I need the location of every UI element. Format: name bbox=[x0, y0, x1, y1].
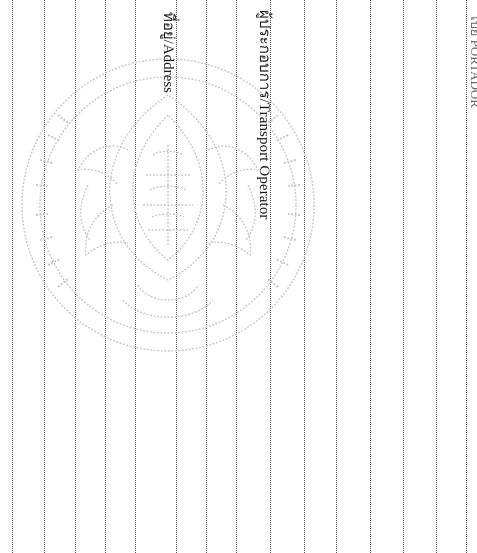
ruled-line bbox=[270, 0, 271, 553]
ruled-line bbox=[44, 0, 45, 553]
transport-operator-label: ผู้ประกอบการ/Transport Operator bbox=[256, 10, 272, 220]
ruled-line bbox=[304, 0, 305, 553]
ruled-line bbox=[403, 0, 404, 553]
seal-emblem-icon bbox=[21, 58, 315, 352]
ruled-line bbox=[236, 0, 237, 553]
ruled-line bbox=[370, 0, 371, 553]
address-label: ที่อยู่/Address bbox=[160, 12, 176, 94]
ruled-line bbox=[466, 0, 467, 553]
ruled-line bbox=[135, 0, 136, 553]
ruled-line bbox=[336, 0, 337, 553]
ruled-line bbox=[105, 0, 106, 553]
ruled-line bbox=[436, 0, 437, 553]
form-header-partial: ไปย่ PORTADOR bbox=[468, 14, 477, 108]
ruled-line bbox=[206, 0, 207, 553]
ruled-line bbox=[75, 0, 76, 553]
ruled-line bbox=[12, 0, 13, 553]
ruled-line bbox=[176, 0, 177, 553]
